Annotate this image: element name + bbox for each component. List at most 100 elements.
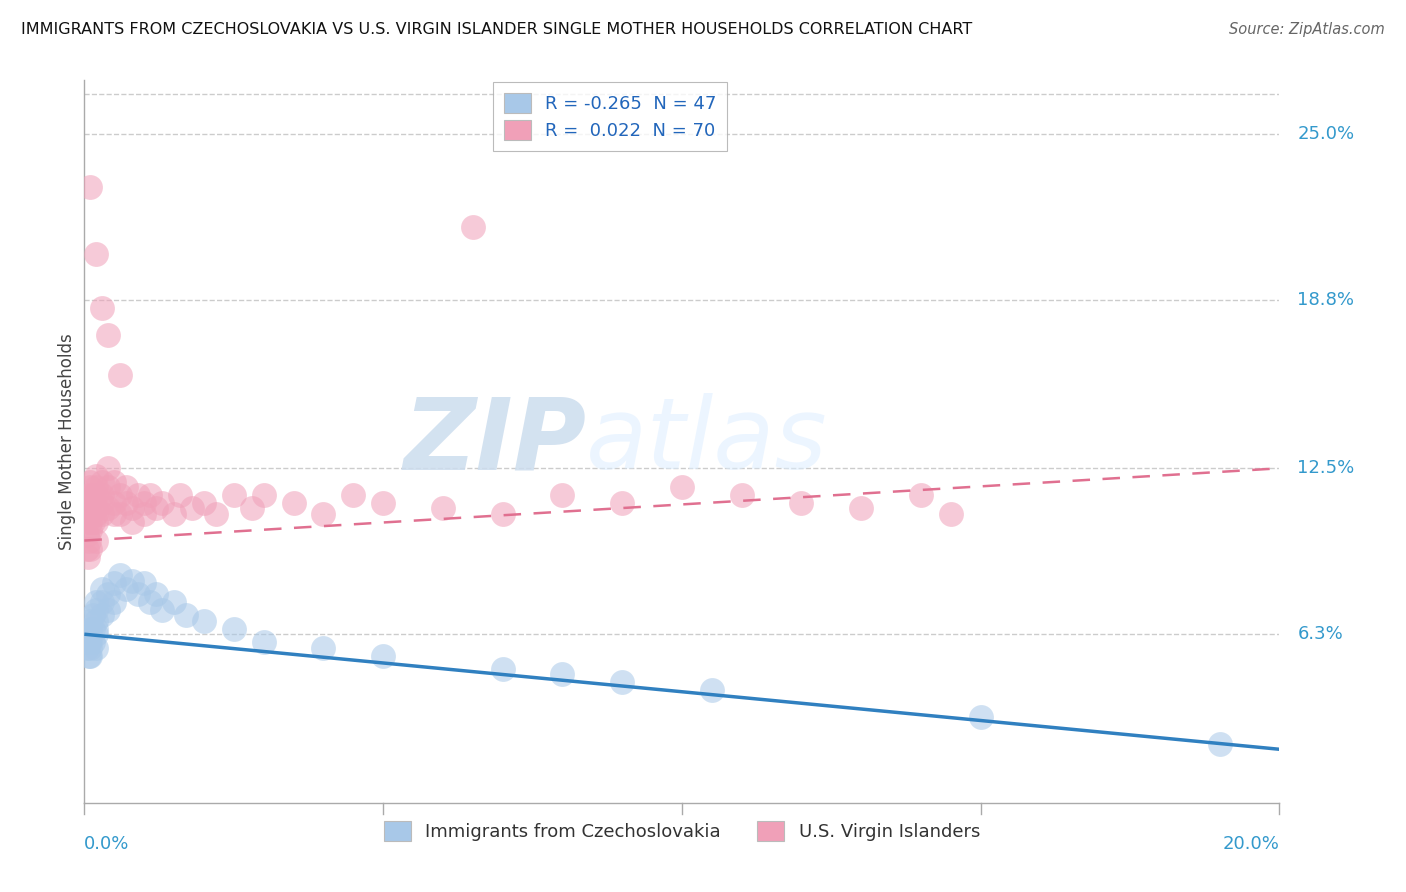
Point	[139, 488, 162, 502]
Point	[79, 523, 101, 537]
Point	[373, 496, 395, 510]
Point	[939, 507, 962, 521]
Point	[86, 507, 108, 521]
Point	[132, 507, 156, 521]
Point	[253, 635, 276, 649]
Point	[91, 475, 114, 489]
Point	[240, 501, 263, 516]
Point	[492, 662, 515, 676]
Point	[110, 488, 132, 502]
Point	[82, 488, 104, 502]
Point	[79, 496, 101, 510]
Point	[79, 480, 101, 494]
Point	[79, 507, 101, 521]
Point	[253, 488, 276, 502]
Point	[79, 180, 101, 194]
Point	[86, 622, 108, 636]
Point	[97, 587, 120, 601]
Point	[86, 533, 108, 548]
Point	[205, 507, 228, 521]
Point	[86, 614, 108, 628]
Point	[91, 507, 114, 521]
Point	[86, 603, 108, 617]
Point	[115, 480, 138, 494]
Point	[82, 608, 104, 623]
Point	[145, 587, 167, 601]
Point	[492, 507, 515, 521]
Point	[910, 488, 932, 502]
Text: ZIP: ZIP	[404, 393, 586, 490]
Point	[91, 496, 114, 510]
Point	[79, 507, 101, 521]
Point	[970, 710, 993, 724]
Point	[79, 541, 101, 556]
Point	[86, 488, 108, 502]
Point	[91, 595, 114, 609]
Point	[86, 627, 108, 641]
Text: Source: ZipAtlas.com: Source: ZipAtlas.com	[1229, 22, 1385, 37]
Point	[851, 501, 873, 516]
Point	[76, 541, 98, 556]
Point	[77, 635, 100, 649]
Point	[342, 488, 364, 502]
Point	[283, 496, 305, 510]
Point	[551, 667, 574, 681]
Point	[79, 614, 101, 628]
Point	[132, 576, 156, 591]
Point	[139, 595, 162, 609]
Text: 0.0%: 0.0%	[84, 835, 129, 853]
Point	[91, 301, 114, 315]
Point	[97, 480, 120, 494]
Text: 25.0%: 25.0%	[1298, 125, 1354, 143]
Point	[163, 507, 186, 521]
Point	[432, 501, 454, 516]
Y-axis label: Single Mother Households: Single Mother Households	[58, 334, 76, 549]
Point	[82, 622, 104, 636]
Point	[115, 582, 138, 596]
Point	[86, 247, 108, 261]
Text: 12.5%: 12.5%	[1298, 459, 1354, 477]
Point	[174, 608, 197, 623]
Point	[121, 515, 143, 529]
Point	[86, 480, 108, 494]
Point	[82, 515, 104, 529]
Point	[163, 595, 186, 609]
Point	[222, 488, 245, 502]
Point	[103, 576, 125, 591]
Point	[169, 488, 191, 502]
Point	[79, 515, 101, 529]
Point	[150, 496, 173, 510]
Point	[103, 496, 125, 510]
Point	[193, 614, 215, 628]
Point	[77, 488, 100, 502]
Text: 18.8%: 18.8%	[1298, 291, 1354, 309]
Point	[181, 501, 204, 516]
Point	[461, 220, 484, 235]
Point	[77, 501, 100, 516]
Point	[86, 469, 108, 483]
Text: 20.0%: 20.0%	[1223, 835, 1279, 853]
Point	[79, 635, 101, 649]
Point	[97, 327, 120, 342]
Point	[612, 496, 634, 510]
Point	[671, 480, 693, 494]
Legend: Immigrants from Czechoslovakia, U.S. Virgin Islanders: Immigrants from Czechoslovakia, U.S. Vir…	[377, 814, 987, 848]
Point	[76, 630, 98, 644]
Point	[103, 507, 125, 521]
Point	[700, 683, 723, 698]
Point	[79, 648, 101, 663]
Point	[103, 475, 125, 489]
Point	[97, 461, 120, 475]
Text: IMMIGRANTS FROM CZECHOSLOVAKIA VS U.S. VIRGIN ISLANDER SINGLE MOTHER HOUSEHOLDS : IMMIGRANTS FROM CZECHOSLOVAKIA VS U.S. V…	[21, 22, 973, 37]
Point	[150, 603, 173, 617]
Point	[77, 533, 100, 548]
Point	[97, 501, 120, 516]
Point	[86, 515, 108, 529]
Point	[79, 622, 101, 636]
Point	[790, 496, 813, 510]
Point	[110, 507, 132, 521]
Point	[86, 640, 108, 655]
Point	[1209, 737, 1232, 751]
Point	[132, 496, 156, 510]
Point	[76, 528, 98, 542]
